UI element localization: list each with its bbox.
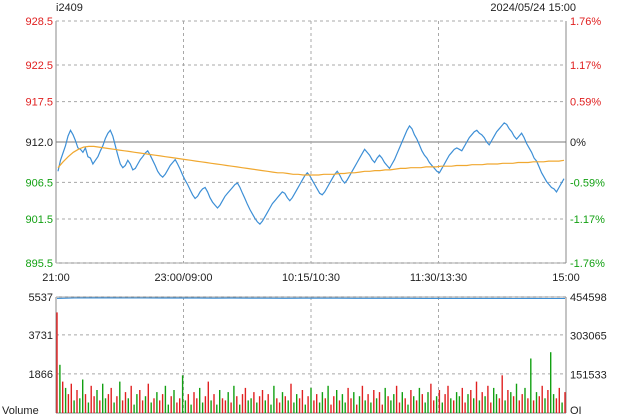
percent-tick-label: 0.59% — [570, 97, 601, 109]
oi-tick-label: 303065 — [570, 331, 607, 343]
time-tick-label: 23:00/09:00 — [154, 272, 212, 284]
oi-label: OI — [570, 405, 582, 417]
percent-tick-label: 1.76% — [570, 16, 601, 28]
percent-tick-label: -0.59% — [570, 177, 605, 189]
price-tick-label: 922.5 — [25, 60, 53, 72]
volume-tick-label: 5537 — [29, 292, 53, 304]
price-tick-label: 912.0 — [25, 137, 53, 149]
time-tick-label: 11:30/13:30 — [410, 272, 467, 284]
oi-tick-label: 151533 — [570, 369, 607, 381]
price-tick-label: 906.5 — [25, 177, 53, 189]
price-line — [57, 122, 565, 225]
price-tick-label: 901.5 — [25, 214, 53, 226]
percent-tick-label: 0% — [570, 137, 586, 149]
volume-label: Volume — [2, 405, 39, 417]
time-tick-label: 21:00 — [42, 272, 70, 284]
percent-tick-label: 1.17% — [570, 60, 601, 72]
volume-tick-label: 1866 — [29, 369, 53, 381]
price-tick-label: 895.5 — [25, 258, 53, 270]
percent-tick-label: -1.17% — [570, 214, 605, 226]
price-tick-label: 928.5 — [25, 16, 53, 28]
volume-tick-label: 3731 — [29, 330, 53, 342]
open-interest-line — [56, 297, 565, 300]
datetime-label: 2024/05/24 15:00 — [490, 2, 576, 14]
oi-tick-label: 454598 — [570, 292, 607, 304]
percent-tick-label: -1.76% — [570, 258, 605, 270]
time-tick-label: 10:15/10:30 — [282, 272, 340, 284]
time-tick-label: 15:00 — [552, 272, 580, 284]
average-price-line — [57, 145, 565, 176]
price-tick-label: 917.5 — [25, 97, 53, 109]
symbol-label: i2409 — [56, 2, 83, 14]
